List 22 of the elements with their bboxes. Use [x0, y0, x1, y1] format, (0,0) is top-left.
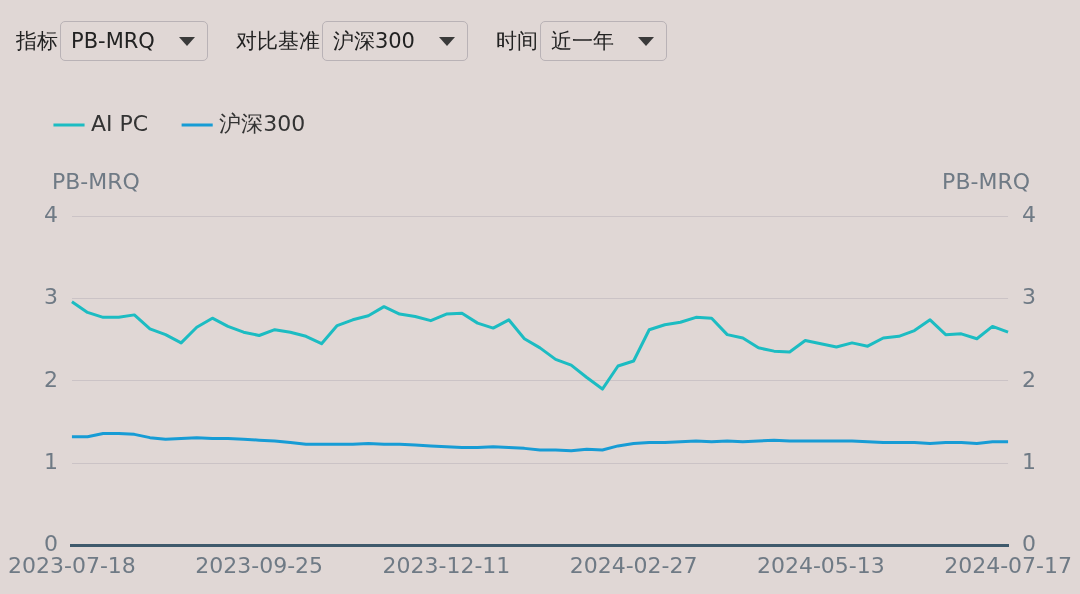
legend-label: 沪深300 — [219, 110, 306, 136]
x-tick-label: 2024-05-13 — [756, 552, 885, 578]
x-tick-label: 2023-09-25 — [195, 552, 324, 578]
y2-axis-title: PB-MRQ — [942, 168, 1030, 194]
text: 对比基准 — [235, 28, 320, 55]
x-tick-label: 2023-12-11 — [382, 552, 511, 578]
text: 沪深300 — [332, 28, 415, 55]
y-axis-title: PB-MRQ — [52, 168, 140, 194]
legend-label: AI PC — [91, 110, 149, 136]
y-tick-label: 2 — [43, 366, 58, 392]
text: PB-MRQ — [71, 29, 155, 53]
y2-tick-label: 1 — [1022, 448, 1037, 474]
y-tick-label: 1 — [43, 448, 58, 474]
x-tick-label: 2024-02-27 — [569, 552, 698, 578]
text: 时间 — [495, 28, 538, 55]
y-tick-label: 4 — [43, 201, 58, 227]
y2-tick-label: 2 — [1022, 366, 1037, 392]
y-tick-label: 3 — [43, 284, 58, 310]
text: 近一年 — [550, 28, 614, 55]
y2-tick-label: 4 — [1022, 201, 1037, 227]
text: 指标 — [16, 28, 58, 55]
y2-tick-label: 3 — [1022, 284, 1037, 310]
